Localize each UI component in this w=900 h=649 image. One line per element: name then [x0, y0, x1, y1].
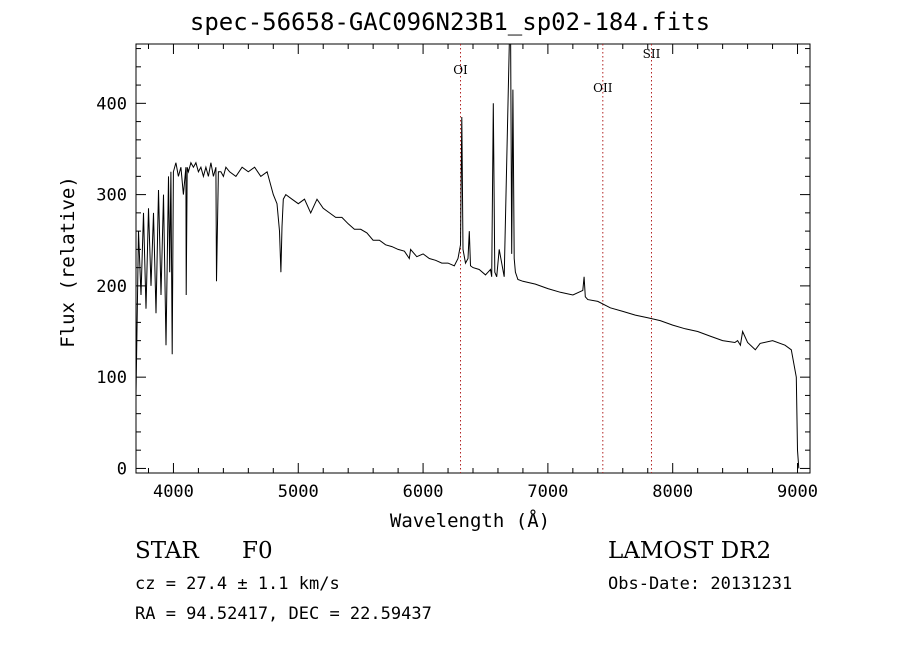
y-tick-label: 0 — [117, 459, 127, 479]
survey-name: LAMOST DR2 — [608, 538, 772, 564]
spectral-line-label: OI — [453, 63, 468, 77]
x-tick-label: 9000 — [777, 482, 818, 502]
x-axis-label: Wavelength (Å) — [389, 510, 551, 532]
y-tick-label: 400 — [96, 94, 127, 114]
spectrum-line — [136, 44, 800, 469]
y-tick-label: 300 — [96, 186, 127, 206]
plot-frame — [135, 43, 811, 474]
y-tick-label: 200 — [96, 277, 127, 297]
x-tick-label: 8000 — [652, 482, 693, 502]
object-subclass: F0 — [242, 538, 273, 564]
redshift-velocity: cz = 27.4 ± 1.1 km/s — [135, 574, 340, 594]
observation-date: Obs-Date: 20131231 — [608, 574, 793, 594]
coordinates: RA = 94.52417, DEC = 22.59437 — [135, 604, 432, 624]
x-tick-label: 6000 — [403, 482, 444, 502]
x-tick-label: 5000 — [278, 482, 319, 502]
spectral-line-label: OII — [593, 81, 613, 95]
y-tick-label: 100 — [96, 368, 127, 388]
y-axis-label: Flux (relative) — [57, 176, 79, 348]
x-tick-label: 4000 — [153, 482, 194, 502]
spectral-line-label: SII — [643, 47, 661, 61]
plot-layer: 4000 5000 6000 7000 8000 9000 0 100 200 300 400 OI O… — [96, 43, 818, 502]
chart-title: spec-56658-GAC096N23B1_sp02-184.fits — [189, 8, 711, 36]
x-tick-label: 7000 — [527, 482, 568, 502]
object-class: STAR — [135, 538, 199, 564]
